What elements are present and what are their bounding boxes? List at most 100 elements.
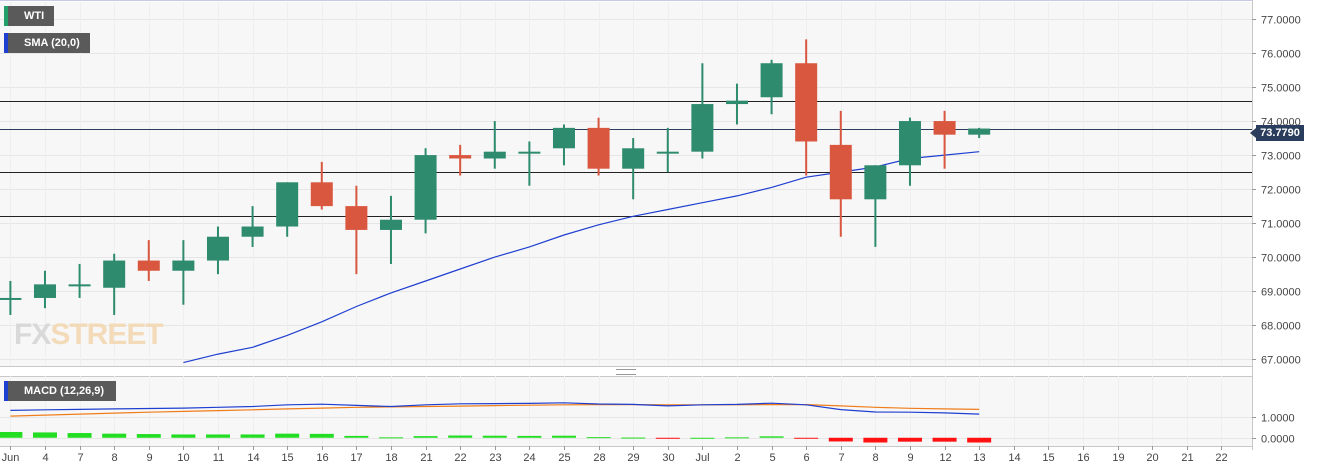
- instrument-label-text: WTI: [24, 10, 45, 22]
- time-tick-label: 21: [1181, 452, 1193, 464]
- time-tick-label: 15: [281, 452, 293, 464]
- time-tick-label: 17: [350, 452, 362, 464]
- candle-body: [379, 219, 402, 230]
- macd-line: [10, 402, 980, 415]
- time-tick-label: 29: [627, 452, 639, 464]
- time-tick-label: 11: [213, 452, 224, 464]
- price-tick-label: 76.0000: [1261, 49, 1301, 61]
- macd-label-text: MACD (12,26,9): [24, 385, 105, 397]
- price-pane-background: [0, 2, 1252, 366]
- macd-histogram-bar: [967, 437, 992, 443]
- macd-tick-label: 1.0000: [1261, 413, 1295, 425]
- time-tick-label: 10: [177, 452, 189, 464]
- logo-fx: FX: [14, 318, 51, 351]
- pane-resize-handle[interactable]: [616, 369, 636, 375]
- candle-body: [68, 284, 91, 287]
- time-tick-label: 23: [489, 452, 501, 464]
- candle-body: [725, 100, 748, 105]
- time-tick-label: 30: [662, 452, 674, 464]
- candle-body: [33, 284, 56, 298]
- candle-body: [587, 127, 610, 169]
- macd-histogram-bar: [690, 437, 715, 439]
- time-tick-label: 12: [939, 452, 951, 464]
- time-tick-label: 25: [558, 452, 570, 464]
- candle-body: [795, 63, 818, 142]
- sma-indicator-label[interactable]: SMA (20,0): [4, 33, 90, 53]
- time-tick-label: 7: [77, 452, 83, 464]
- time-tick-label: 5: [769, 452, 775, 464]
- time-tick-label: 16: [316, 452, 328, 464]
- candle-body: [622, 148, 645, 169]
- macd-tick-label: 0.0000: [1261, 434, 1295, 446]
- price-tick-label: 73.0000: [1261, 151, 1301, 163]
- time-tick-label: 9: [146, 452, 152, 464]
- candle-body: [414, 155, 437, 220]
- macd-histogram-bar: [932, 437, 957, 442]
- candle-body: [691, 104, 714, 152]
- macd-histogram-bar: [309, 433, 334, 438]
- time-tick-label: 16: [1077, 452, 1089, 464]
- time-tick-label: Jul: [695, 452, 709, 464]
- macd-histogram-bar: [863, 437, 888, 443]
- macd-histogram-bar: [586, 437, 611, 439]
- time-tick-label: 4: [42, 452, 48, 464]
- candle-body: [345, 206, 368, 230]
- price-tick-label: 71.0000: [1261, 219, 1301, 231]
- macd-histogram-bar: [205, 434, 230, 438]
- macd-histogram-bar: [621, 437, 646, 439]
- time-tick-label: 14: [247, 452, 259, 464]
- time-tick-label: 8: [872, 452, 878, 464]
- macd-histogram-bar: [517, 435, 542, 438]
- macd-histogram-bar: [344, 435, 369, 438]
- macd-histogram-bar: [136, 434, 161, 438]
- time-tick-label: 28: [593, 452, 605, 464]
- time-tick-label: 9: [907, 452, 913, 464]
- price-tick-label: 68.0000: [1261, 321, 1301, 333]
- candle-body: [898, 121, 921, 166]
- time-tick-label: 15: [1042, 452, 1054, 464]
- macd-histogram-bar: [897, 437, 922, 442]
- time-tick-label: 8: [111, 452, 117, 464]
- price-tick-label: 77.0000: [1261, 15, 1301, 27]
- macd-histogram-bar: [0, 432, 23, 438]
- logo-street: STREET: [50, 318, 163, 351]
- time-tick-label: 6: [803, 452, 809, 464]
- sma-label-text: SMA (20,0): [24, 37, 80, 49]
- candle-body: [552, 127, 575, 149]
- candle-body: [276, 182, 299, 227]
- time-tick-label: 7: [838, 452, 844, 464]
- macd-histogram-bar: [482, 435, 507, 438]
- macd-histogram-bar: [240, 434, 265, 438]
- fxstreet-logo: FXSTREET: [14, 318, 164, 352]
- candle-body: [968, 128, 991, 135]
- candle-body: [864, 165, 887, 200]
- time-tick-label: 20: [1146, 452, 1158, 464]
- time-tick-label: 22: [1215, 452, 1227, 464]
- price-tick-label: 70.0000: [1261, 253, 1301, 265]
- macd-histogram-bar: [794, 437, 819, 439]
- time-tick-label: 21: [420, 452, 432, 464]
- time-tick-label: 14: [1008, 452, 1020, 464]
- macd-histogram-bar: [171, 434, 196, 438]
- macd-histogram-bar: [551, 435, 576, 438]
- candle-body: [933, 121, 956, 135]
- candle-body: [172, 260, 195, 271]
- macd-indicator-label[interactable]: MACD (12,26,9): [4, 381, 116, 401]
- candle-body: [483, 151, 506, 159]
- price-tick-label: 69.0000: [1261, 287, 1301, 299]
- candle-body: [0, 297, 22, 300]
- macd-histogram-bar: [378, 437, 403, 439]
- macd-histogram-bar: [102, 433, 127, 438]
- candle-body: [518, 151, 541, 154]
- macd-histogram-bar: [32, 432, 57, 438]
- price-tick-label: 75.0000: [1261, 83, 1301, 95]
- candle-body: [310, 182, 333, 207]
- instrument-label[interactable]: WTI: [4, 6, 54, 26]
- macd-histogram-bar: [275, 433, 300, 438]
- time-tick-label: 24: [523, 452, 535, 464]
- candle-body: [760, 63, 783, 98]
- candle-body: [103, 260, 126, 288]
- macd-signal-line: [10, 404, 980, 417]
- macd-histogram-bar: [724, 437, 749, 439]
